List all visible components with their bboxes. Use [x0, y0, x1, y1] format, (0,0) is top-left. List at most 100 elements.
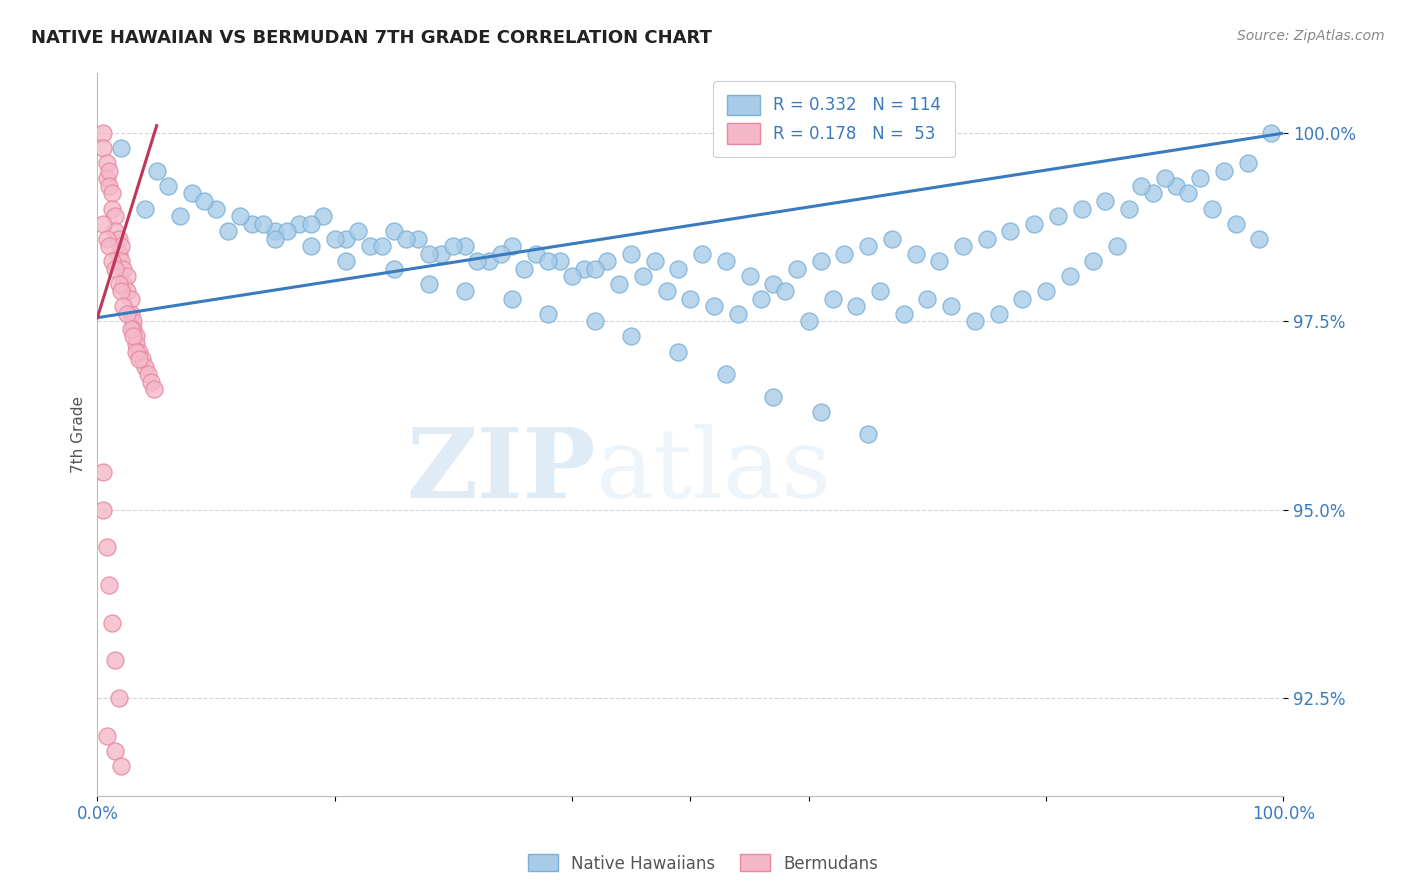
- Legend: Native Hawaiians, Bermudans: Native Hawaiians, Bermudans: [522, 847, 884, 880]
- Point: [115, 307, 138, 321]
- Point: [115, 269, 138, 284]
- Point: [139, 375, 162, 389]
- Point: [703, 299, 725, 313]
- Point: [834, 246, 856, 260]
- Point: [513, 261, 536, 276]
- Point: [100, 254, 122, 268]
- Point: [96, 729, 118, 743]
- Point: [107, 232, 129, 246]
- Point: [797, 314, 820, 328]
- Point: [347, 224, 370, 238]
- Point: [323, 232, 346, 246]
- Point: [104, 653, 127, 667]
- Point: [810, 405, 832, 419]
- Point: [1046, 209, 1069, 223]
- Point: [501, 239, 523, 253]
- Point: [382, 261, 405, 276]
- Point: [1249, 232, 1271, 246]
- Point: [454, 285, 477, 299]
- Point: [856, 427, 879, 442]
- Point: [786, 261, 808, 276]
- Point: [524, 246, 547, 260]
- Point: [264, 224, 287, 238]
- Point: [252, 217, 274, 231]
- Point: [727, 307, 749, 321]
- Point: [169, 209, 191, 223]
- Point: [751, 292, 773, 306]
- Point: [240, 217, 263, 231]
- Point: [1153, 171, 1175, 186]
- Point: [418, 277, 440, 291]
- Point: [963, 314, 986, 328]
- Point: [620, 329, 643, 343]
- Point: [100, 615, 122, 630]
- Y-axis label: 7th Grade: 7th Grade: [72, 396, 86, 473]
- Point: [100, 186, 122, 201]
- Point: [1059, 269, 1081, 284]
- Point: [264, 232, 287, 246]
- Point: [91, 126, 114, 140]
- Point: [104, 224, 127, 238]
- Point: [583, 261, 606, 276]
- Point: [454, 239, 477, 253]
- Point: [952, 239, 974, 253]
- Point: [572, 261, 595, 276]
- Point: [537, 254, 560, 268]
- Point: [666, 344, 689, 359]
- Point: [465, 254, 488, 268]
- Point: [596, 254, 619, 268]
- Point: [395, 232, 418, 246]
- Point: [1166, 178, 1188, 193]
- Point: [91, 217, 114, 231]
- Point: [138, 367, 160, 381]
- Point: [620, 246, 643, 260]
- Point: [107, 690, 129, 705]
- Point: [430, 246, 453, 260]
- Point: [98, 178, 121, 193]
- Point: [679, 292, 702, 306]
- Point: [96, 156, 118, 170]
- Point: [548, 254, 571, 268]
- Point: [1070, 202, 1092, 216]
- Point: [228, 209, 250, 223]
- Point: [1024, 217, 1046, 231]
- Point: [537, 307, 560, 321]
- Point: [382, 224, 405, 238]
- Point: [131, 352, 153, 367]
- Point: [1260, 126, 1282, 140]
- Point: [120, 322, 142, 336]
- Point: [311, 209, 333, 223]
- Point: [110, 141, 132, 155]
- Point: [100, 202, 122, 216]
- Point: [110, 285, 132, 299]
- Point: [145, 164, 167, 178]
- Point: [869, 285, 891, 299]
- Point: [690, 246, 713, 260]
- Point: [96, 171, 118, 186]
- Point: [104, 743, 127, 757]
- Point: [1225, 217, 1247, 231]
- Point: [112, 277, 135, 291]
- Text: Source: ZipAtlas.com: Source: ZipAtlas.com: [1237, 29, 1385, 43]
- Point: [193, 194, 215, 208]
- Point: [893, 307, 915, 321]
- Point: [1142, 186, 1164, 201]
- Point: [821, 292, 844, 306]
- Point: [110, 239, 132, 253]
- Text: atlas: atlas: [595, 424, 831, 517]
- Point: [122, 329, 145, 343]
- Point: [1035, 285, 1057, 299]
- Point: [181, 186, 204, 201]
- Point: [122, 314, 145, 328]
- Point: [976, 232, 998, 246]
- Point: [1189, 171, 1212, 186]
- Point: [122, 322, 145, 336]
- Point: [1129, 178, 1152, 193]
- Point: [299, 239, 322, 253]
- Point: [607, 277, 630, 291]
- Point: [773, 285, 796, 299]
- Point: [939, 299, 962, 313]
- Point: [1000, 224, 1022, 238]
- Point: [205, 202, 228, 216]
- Point: [335, 254, 357, 268]
